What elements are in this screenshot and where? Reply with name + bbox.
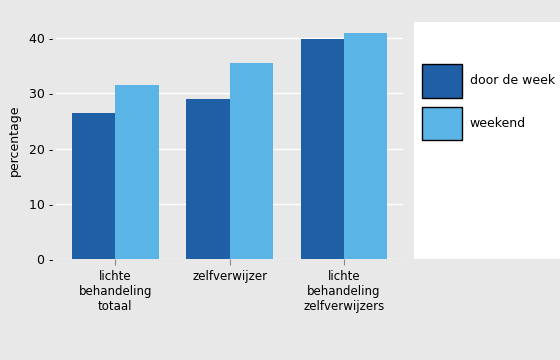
Y-axis label: percentage: percentage [7,105,21,176]
FancyBboxPatch shape [422,107,463,140]
Bar [230,63,273,259]
Text: door de week: door de week [470,75,555,87]
Bar [344,33,388,259]
Bar [115,85,158,259]
Bar [301,39,344,259]
Text: weekend: weekend [470,117,526,130]
Bar [72,113,115,259]
Bar [186,99,230,259]
FancyBboxPatch shape [422,64,463,98]
